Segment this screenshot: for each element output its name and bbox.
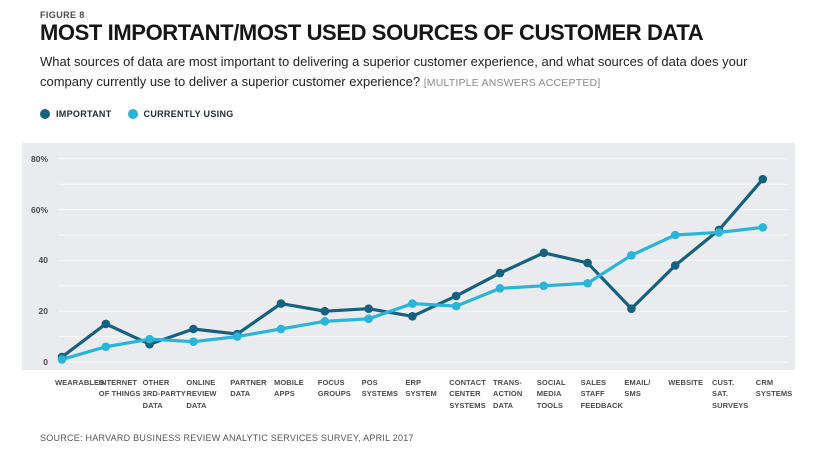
data-point xyxy=(189,324,198,334)
legend-dot-important-icon xyxy=(40,109,50,119)
y-tick-label: 20 xyxy=(38,306,48,317)
data-point xyxy=(451,291,461,301)
data-point xyxy=(627,304,636,313)
data-point xyxy=(495,284,505,293)
x-tick-label: PARTNER DATA xyxy=(230,378,267,399)
x-tick-label: WEBSITE xyxy=(668,378,704,387)
x-tick-label: CRM SYSTEMS xyxy=(755,378,793,399)
data-point xyxy=(583,278,592,288)
line-chart xyxy=(57,158,788,364)
chart-legend: IMPORTANT CURRENTLY USING xyxy=(40,109,234,119)
plot-area: 0 20 40 60% 80% xyxy=(22,143,795,370)
x-tick-label: POS SYSTEMS xyxy=(361,378,399,399)
legend-item-important: IMPORTANT xyxy=(40,109,112,119)
x-tick-label: MOBILE APPS xyxy=(274,378,304,399)
data-point xyxy=(758,174,768,184)
data-point xyxy=(145,334,154,344)
subtitle-note: [MULTIPLE ANSWERS ACCEPTED] xyxy=(423,76,601,89)
data-point xyxy=(364,314,373,324)
series-line-important xyxy=(60,177,765,359)
y-tick-label: 80% xyxy=(30,153,48,164)
series-line-currently-using xyxy=(60,225,765,362)
y-tick-label: 0 xyxy=(43,357,48,367)
legend-dot-currently-using-icon xyxy=(127,109,138,119)
x-tick-label: WEARABLES xyxy=(55,378,105,387)
chart-subtitle: What sources of data are most important … xyxy=(40,52,788,91)
data-point xyxy=(101,319,111,329)
data-point xyxy=(276,324,286,334)
x-tick-label: ERP SYSTEM xyxy=(405,378,437,399)
data-point xyxy=(670,261,680,270)
data-point xyxy=(539,281,549,291)
data-point xyxy=(539,248,549,258)
data-point xyxy=(451,301,461,311)
data-point xyxy=(320,317,330,326)
legend-item-currently-using: CURRENTLY USING xyxy=(127,109,234,119)
data-point xyxy=(57,355,67,364)
x-tick-label: TRANS- ACTION DATA xyxy=(493,378,523,410)
x-tick-label: SOCIAL MEDIA TOOLS xyxy=(536,378,566,410)
data-point xyxy=(189,337,198,346)
x-axis: WEARABLES INTERNET OF THINGS OTHER 3RD-PAR… xyxy=(22,377,812,417)
x-tick-label: FOCUS GROUPS xyxy=(317,378,351,399)
source-note: SOURCE: HARVARD BUSINESS REVIEW ANALYTIC… xyxy=(40,433,414,443)
x-tick-label: EMAIL/ SMS xyxy=(624,378,651,399)
data-point xyxy=(232,332,242,341)
data-point xyxy=(627,251,636,260)
x-tick-label: CUST. SAT. SURVEYS xyxy=(712,378,749,410)
subtitle-question: What sources of data are most important … xyxy=(40,54,748,89)
data-point xyxy=(276,299,286,308)
y-tick-label: 40 xyxy=(38,255,48,266)
x-tick-label: INTERNET OF THINGS xyxy=(98,378,141,399)
data-point xyxy=(583,258,592,268)
data-point xyxy=(101,342,111,352)
x-tick-label: ONLINE REVIEW DATA xyxy=(186,378,217,410)
legend-label-currently-using: CURRENTLY USING xyxy=(143,109,234,119)
data-point xyxy=(670,230,680,240)
data-point xyxy=(758,223,768,232)
data-point xyxy=(364,304,373,313)
data-point xyxy=(320,306,330,316)
x-tick-label: OTHER 3RD-PARTY DATA xyxy=(142,378,186,410)
page-title: MOST IMPORTANT/MOST USED SOURCES OF CUST… xyxy=(40,20,704,45)
y-tick-label: 60% xyxy=(30,204,48,215)
data-point xyxy=(408,311,417,321)
x-tick-label: CONTACT CENTER SYSTEMS xyxy=(449,378,486,410)
data-point xyxy=(495,268,505,278)
figure-number: FIGURE 8 xyxy=(40,10,85,20)
x-tick-label: SALES STAFF FEEDBACK xyxy=(580,378,624,410)
data-point xyxy=(714,228,724,237)
data-point xyxy=(408,299,417,308)
legend-label-important: IMPORTANT xyxy=(56,109,112,119)
